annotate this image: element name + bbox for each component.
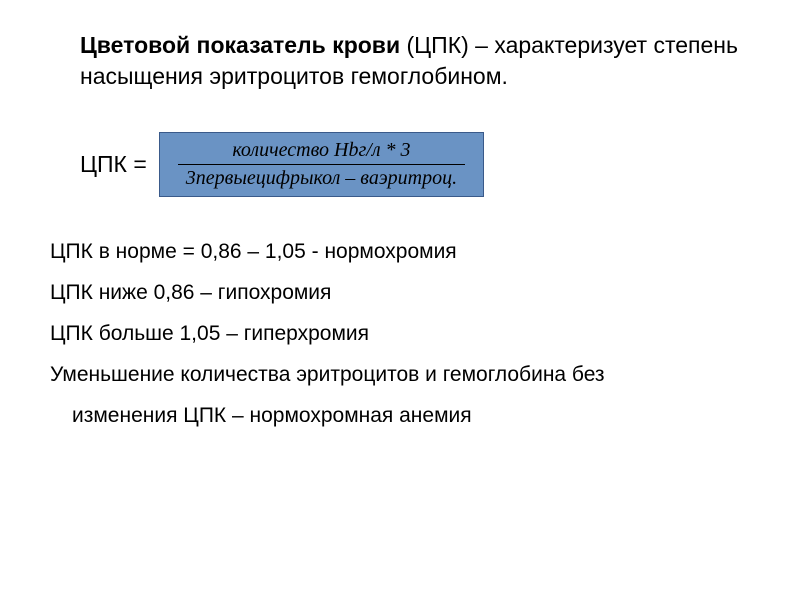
title-bold: Цветовой показатель крови bbox=[80, 32, 400, 58]
formula-label: ЦПК = bbox=[80, 151, 147, 178]
title-block: Цветовой показатель крови (ЦПК) – характ… bbox=[50, 30, 750, 92]
info-line-1: ЦПК в норме = 0,86 – 1,05 - нормохромия bbox=[50, 232, 750, 273]
formula-denominator: 3первыецифрыкол – ваэритроц. bbox=[178, 165, 465, 190]
formula-numerator: количество Hbг/л * 3 bbox=[224, 139, 418, 164]
info-list: ЦПК в норме = 0,86 – 1,05 - нормохромия … bbox=[50, 232, 750, 437]
info-line-4: Уменьшение количества эритроцитов и гемо… bbox=[50, 355, 750, 396]
formula-row: ЦПК = количество Hbг/л * 3 3первыецифрык… bbox=[50, 132, 750, 197]
title-abbr: (ЦПК) – bbox=[400, 32, 494, 58]
info-line-5: изменения ЦПК – нормохромная анемия bbox=[50, 396, 750, 437]
info-line-2: ЦПК ниже 0,86 – гипохромия bbox=[50, 273, 750, 314]
formula-box: количество Hbг/л * 3 3первыецифрыкол – в… bbox=[159, 132, 484, 197]
info-line-3: ЦПК больше 1,05 – гиперхромия bbox=[50, 314, 750, 355]
formula-fraction: количество Hbг/л * 3 3первыецифрыкол – в… bbox=[178, 139, 465, 190]
